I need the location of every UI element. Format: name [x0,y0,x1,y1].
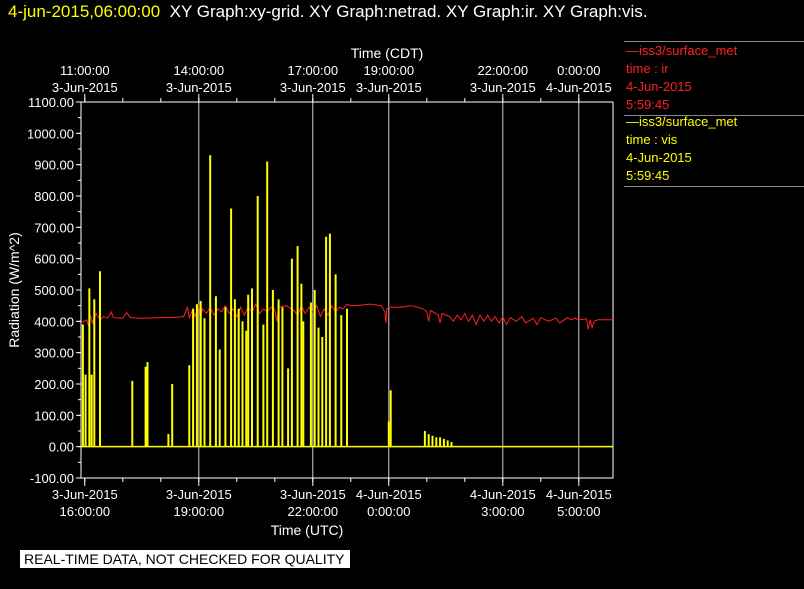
x-tick-label-time: 19:00:00 [173,504,224,519]
x-top-tick-label-date: 3-Jun-2015 [52,80,118,95]
x-top-tick-label-date: 3-Jun-2015 [280,80,346,95]
x-tick-label-time: 0:00:00 [367,504,410,519]
y-tick-label: 1100.00 [28,95,74,110]
x-tick-label-date: 4-Jun-2015 [356,487,422,502]
legend-ir-separator [624,41,804,42]
legend-vis-date: 4-Jun-2015 [626,150,692,165]
x-top-tick-label-date: 3-Jun-2015 [470,80,536,95]
x-axis-top: 11:00:00 3-Jun-2015 14:00:00 3-Jun-2015 17:0… [52,63,612,102]
legend-vis-time: 5:59:45 [626,168,670,183]
x-top-tick-label-time: 0:00:00 [557,63,600,78]
x-top-tick-label-time: 22:00:00 [477,63,528,78]
y-axis: -100.00 0.00 100.00 200.00 300.00 400.00 500.0… [27,95,81,486]
y-tick-label: 500.00 [34,283,74,298]
legend-ir-entry: —iss3/surface_met time : ir 4-Jun-2015 5… [624,42,804,116]
y-tick-label: 0.00 [49,440,74,455]
y-tick-label: -100.00 [30,471,74,486]
x-tick-label-date: 4-Jun-2015 [470,487,536,502]
x-tick-label-time: 22:00:00 [287,504,338,519]
x-top-tick-label-date: 3-Jun-2015 [356,80,422,95]
quality-disclaimer: REAL-TIME DATA, NOT CHECKED FOR QUALITY [20,550,351,568]
y-axis-title: Radiation (W/m^2) [6,232,22,348]
legend-vis-variable: time : vis [626,132,678,147]
grid-lines [198,102,580,478]
x-top-tick-label-date: 4-Jun-2015 [546,80,612,95]
x-tick-label-time: 5:00:00 [557,504,600,519]
x-tick-label-date: 3-Jun-2015 [52,487,118,502]
x-top-tick-label-time: 14:00:00 [173,63,224,78]
y-tick-label: 200.00 [34,377,74,392]
legend-ir: —iss3/surface_met time : ir 4-Jun-2015 5… [624,41,804,116]
legend-ir-date: 4-Jun-2015 [626,79,692,94]
y-tick-label: 400.00 [34,314,74,329]
x-tick-label-time: 16:00:00 [59,504,110,519]
x-top-tick-label-date: 3-Jun-2015 [166,80,232,95]
legend-ir-variable: time : ir [626,61,669,76]
x-axis-title-bottom: Time (UTC) [271,522,344,538]
legend-vis-station: —iss3/surface_met [626,114,738,129]
y-tick-label: 900.00 [34,158,74,173]
legend-vis-entry: —iss3/surface_met time : vis 4-Jun-2015 … [624,113,804,187]
y-tick-label: 300.00 [34,346,74,361]
legend-vis: —iss3/surface_met time : vis 4-Jun-2015 … [624,113,804,187]
legend-ir-time: 5:59:45 [626,97,670,112]
title-graph-list: XY Graph:xy-grid. XY Graph:netrad. XY Gr… [169,2,648,21]
x-tick-label-date: 4-Jun-2015 [546,487,612,502]
x-top-tick-label-time: 11:00:00 [60,63,110,78]
x-axis-title-top: Time (CDT) [351,45,424,61]
title-bar: 4-jun-2015,06:00:00 XY Graph:xy-grid. XY… [8,2,647,22]
x-top-tick-label-time: 19:00:00 [363,63,414,78]
y-tick-label: 600.00 [34,252,74,267]
x-top-tick-label-time: 17:00:00 [287,63,338,78]
y-tick-label: 100.00 [34,408,74,423]
x-axis-bottom: 3-Jun-2015 16:00:00 3-Jun-2015 19:00:00 3-Ju… [52,478,612,519]
x-tick-label-date: 3-Jun-2015 [166,487,232,502]
x-tick-label-date: 3-Jun-2015 [280,487,346,502]
series-layer [80,155,613,448]
title-timestamp: 4-jun-2015,06:00:00 [8,2,161,21]
x-tick-label-time: 3:00:00 [481,504,524,519]
legend-ir-station: —iss3/surface_met [626,43,738,58]
y-tick-label: 1000.00 [27,126,74,141]
y-tick-label: 800.00 [34,189,74,204]
y-tick-label: 700.00 [34,220,74,235]
